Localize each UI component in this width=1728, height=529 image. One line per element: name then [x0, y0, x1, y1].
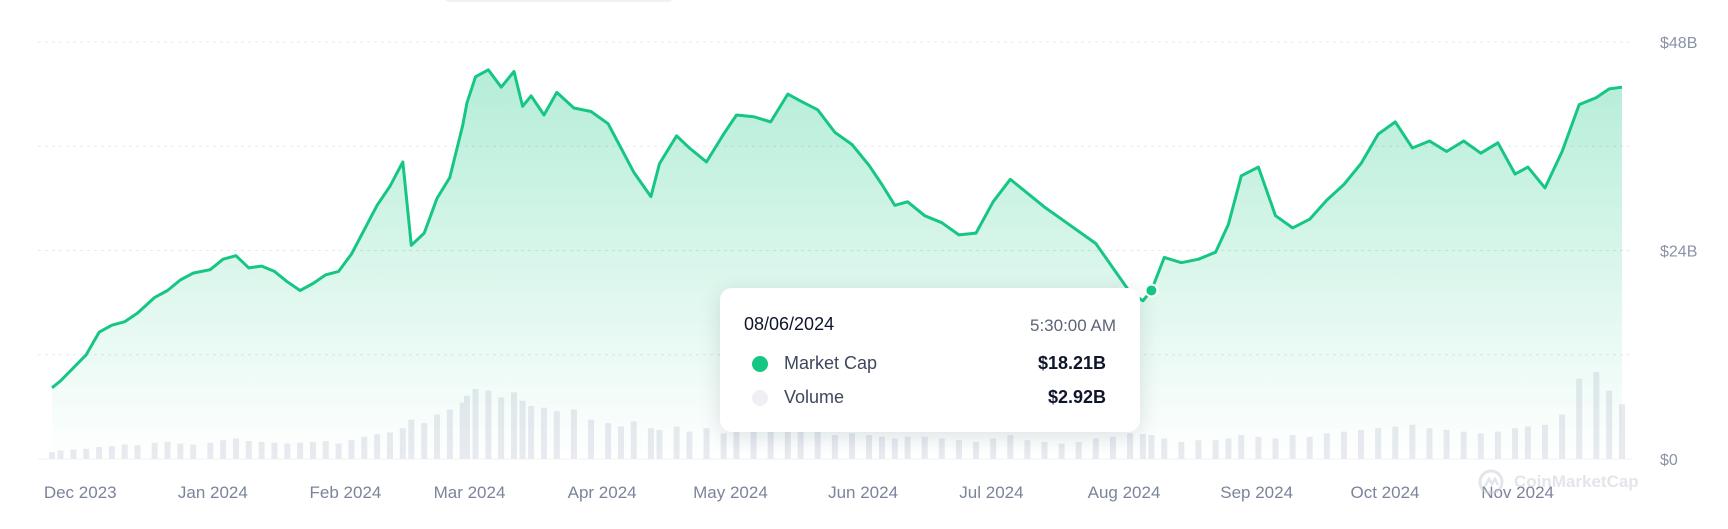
tooltip-row-market-cap: Market Cap $18.21B [744, 352, 1106, 376]
x-tick-label: Jun 2024 [828, 483, 898, 502]
y-axis-ticks: $48B $24B $0 [1660, 35, 1697, 469]
tooltip-time: 5:30:00 AM [1029, 316, 1116, 335]
tooltip-value-market-cap: $18.21B [1037, 353, 1106, 373]
y-tick-label: $48B [1660, 35, 1697, 52]
volume-dot-icon [752, 390, 768, 406]
tooltip-date: 08/06/2024 [744, 314, 835, 334]
x-tick-label: Sep 2024 [1220, 483, 1293, 502]
x-tick-label: Oct 2024 [1350, 483, 1419, 502]
y-tick-label: $24B [1660, 244, 1697, 261]
coinmarketcap-logo-icon [1478, 469, 1504, 495]
hover-point-marker [1144, 283, 1159, 298]
x-tick-label: Mar 2024 [434, 483, 506, 502]
top-scroll-pill [444, 0, 674, 2]
x-tick-label: Apr 2024 [568, 483, 637, 502]
x-tick-label: Feb 2024 [310, 483, 382, 502]
market-cap-dot-icon [752, 356, 768, 372]
x-tick-label: Aug 2024 [1088, 483, 1161, 502]
x-tick-label: Jan 2024 [178, 483, 248, 502]
chart-tooltip: 08/06/2024 5:30:00 AM Market Cap $18.21B… [720, 288, 1140, 432]
tooltip-row-volume: Volume $2.92B [744, 386, 1106, 410]
watermark-text: CoinMarketCap [1514, 472, 1639, 491]
tooltip-value-volume: $2.92B [1047, 387, 1106, 407]
x-axis-ticks: Dec 2023 Jan 2024 Feb 2024 Mar 2024 Apr 2024… [44, 483, 1554, 502]
tooltip-label-market-cap: Market Cap [784, 353, 878, 373]
x-tick-label: Dec 2023 [44, 483, 117, 502]
tooltip-label-volume: Volume [784, 387, 845, 407]
market-cap-area [52, 69, 1622, 460]
x-tick-label: May 2024 [693, 483, 768, 502]
y-tick-label: $0 [1660, 452, 1678, 469]
market-cap-line [51, 68, 1623, 389]
x-tick-label: Jul 2024 [959, 483, 1023, 502]
